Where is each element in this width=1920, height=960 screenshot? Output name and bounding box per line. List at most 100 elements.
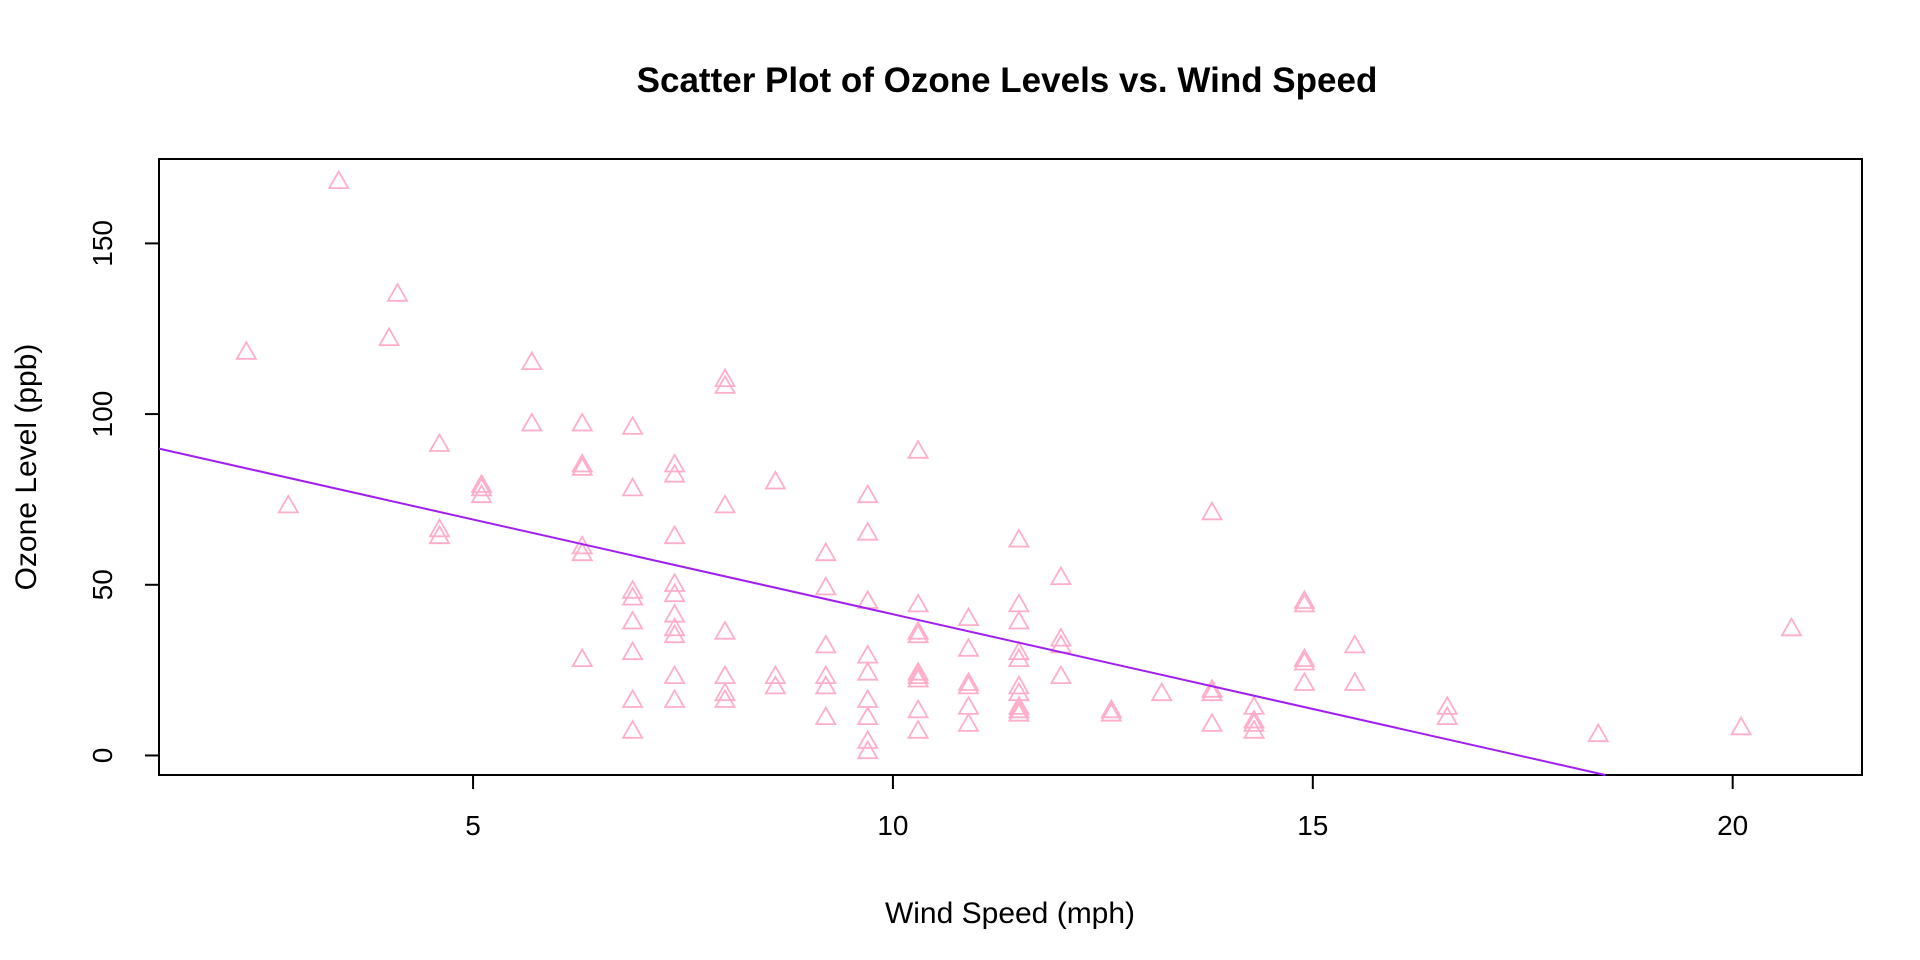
data-point bbox=[1200, 712, 1224, 732]
data-point bbox=[1200, 681, 1224, 702]
data-point bbox=[571, 412, 594, 432]
data-point bbox=[663, 603, 686, 623]
data-point bbox=[621, 415, 644, 435]
data-points bbox=[235, 169, 1803, 760]
data-point bbox=[1007, 674, 1030, 695]
y-tick-label: 100 bbox=[87, 391, 118, 438]
data-point bbox=[1049, 565, 1072, 585]
data-point bbox=[856, 521, 879, 541]
data-point bbox=[814, 633, 837, 654]
data-point bbox=[1007, 702, 1030, 722]
data-point bbox=[1007, 647, 1030, 667]
data-point bbox=[713, 664, 737, 684]
data-point bbox=[571, 541, 594, 562]
data-point bbox=[327, 169, 350, 190]
plot-frame bbox=[158, 158, 1863, 776]
data-point bbox=[1150, 681, 1173, 702]
data-point bbox=[957, 712, 980, 732]
data-point bbox=[764, 664, 787, 684]
data-point bbox=[957, 674, 980, 695]
data-point bbox=[957, 671, 980, 691]
data-point bbox=[814, 674, 837, 695]
data-point bbox=[907, 664, 930, 684]
data-point bbox=[663, 463, 686, 483]
data-point bbox=[520, 412, 543, 432]
data-point bbox=[663, 616, 686, 637]
regression-line bbox=[158, 447, 1606, 776]
data-point bbox=[1200, 500, 1224, 521]
data-point bbox=[621, 476, 644, 497]
data-point bbox=[856, 644, 879, 664]
data-point bbox=[713, 688, 737, 708]
data-point bbox=[814, 541, 837, 562]
data-point bbox=[1293, 650, 1316, 671]
data-point bbox=[1293, 647, 1316, 667]
y-axis-label: Ozone Level (ppb) bbox=[10, 344, 43, 591]
data-point bbox=[663, 664, 686, 684]
data-point bbox=[713, 493, 737, 514]
data-point bbox=[386, 282, 409, 302]
data-point bbox=[621, 719, 644, 739]
data-point bbox=[1242, 712, 1266, 732]
data-point bbox=[571, 456, 594, 476]
data-point bbox=[663, 688, 686, 708]
data-point bbox=[235, 340, 258, 360]
data-point bbox=[663, 524, 686, 545]
data-point bbox=[856, 661, 879, 681]
data-point bbox=[621, 610, 644, 630]
data-point bbox=[1007, 640, 1030, 661]
data-point bbox=[428, 524, 451, 545]
data-point bbox=[1780, 616, 1803, 637]
x-axis: 5 10 15 20 bbox=[465, 774, 1748, 841]
data-point bbox=[764, 470, 787, 490]
data-point bbox=[663, 582, 686, 603]
x-tick-label: 5 bbox=[465, 810, 481, 841]
data-point bbox=[713, 620, 737, 640]
data-point bbox=[856, 729, 879, 749]
data-point bbox=[1007, 592, 1030, 613]
data-point bbox=[764, 674, 787, 695]
data-point bbox=[1049, 664, 1072, 684]
data-point bbox=[428, 517, 451, 538]
data-point bbox=[621, 586, 644, 606]
data-point bbox=[663, 452, 686, 473]
x-axis-label: Wind Speed (mph) bbox=[885, 897, 1135, 930]
data-point bbox=[856, 589, 879, 609]
data-point bbox=[907, 698, 930, 719]
data-point bbox=[1730, 715, 1753, 736]
data-point bbox=[1200, 678, 1224, 698]
y-tick-label: 150 bbox=[87, 220, 118, 267]
data-point bbox=[663, 572, 686, 592]
data-point bbox=[856, 688, 879, 708]
data-point bbox=[907, 439, 930, 459]
data-point bbox=[1007, 610, 1030, 630]
data-point bbox=[1293, 592, 1316, 613]
data-point bbox=[1100, 702, 1123, 722]
data-point bbox=[1343, 671, 1366, 691]
data-point bbox=[907, 592, 930, 613]
data-point bbox=[1049, 627, 1072, 647]
x-tick-label: 20 bbox=[1717, 810, 1748, 841]
data-point bbox=[621, 579, 644, 599]
chart-title: Scatter Plot of Ozone Levels vs. Wind Sp… bbox=[637, 61, 1378, 100]
data-point bbox=[713, 374, 737, 394]
y-axis: 0 50 100 150 bbox=[87, 220, 160, 764]
y-tick-label: 0 bbox=[87, 748, 118, 764]
data-point bbox=[470, 476, 493, 497]
data-point bbox=[907, 623, 930, 644]
data-point bbox=[856, 705, 879, 725]
data-point bbox=[428, 432, 451, 452]
data-point bbox=[814, 664, 837, 684]
data-point bbox=[1436, 695, 1459, 715]
data-point bbox=[907, 719, 930, 739]
data-point bbox=[1007, 698, 1030, 719]
data-point bbox=[907, 668, 930, 688]
data-point bbox=[470, 473, 493, 493]
data-point bbox=[856, 483, 879, 504]
y-tick-label: 50 bbox=[87, 569, 118, 600]
data-point bbox=[1242, 719, 1266, 739]
data-point bbox=[470, 483, 493, 504]
x-tick-label: 15 bbox=[1297, 810, 1328, 841]
regression-line-group bbox=[158, 447, 1606, 776]
